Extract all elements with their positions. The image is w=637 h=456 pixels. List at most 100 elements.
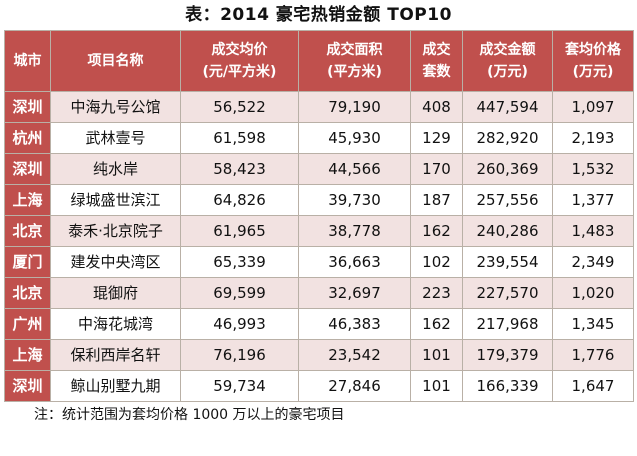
cell-area: 79,190 [298, 91, 411, 123]
cell-amount: 260,369 [462, 153, 553, 185]
header-city: 城市 [4, 30, 51, 92]
table-row: 杭州 武林壹号 61,598 45,930 129 282,920 2,193 [4, 122, 634, 154]
cell-area: 27,846 [298, 370, 411, 402]
cell-project-name: 琨御府 [50, 277, 181, 309]
table-row: 厦门 建发中央湾区 65,339 36,663 102 239,554 2,349 [4, 246, 634, 278]
cell-avg-price: 69,599 [180, 277, 299, 309]
cell-area: 23,542 [298, 339, 411, 371]
cell-area: 39,730 [298, 184, 411, 216]
cell-area: 32,697 [298, 277, 411, 309]
cell-project-name: 中海花城湾 [50, 308, 181, 340]
cell-units: 129 [410, 122, 463, 154]
cell-avg-price: 61,965 [180, 215, 299, 247]
cell-unit-price: 1,483 [552, 215, 634, 247]
cell-amount: 240,286 [462, 215, 553, 247]
cell-area: 45,930 [298, 122, 411, 154]
cell-units: 162 [410, 215, 463, 247]
cell-city: 深圳 [4, 153, 51, 185]
cell-project-name: 武林壹号 [50, 122, 181, 154]
cell-avg-price: 65,339 [180, 246, 299, 278]
cell-avg-price: 59,734 [180, 370, 299, 402]
cell-avg-price: 76,196 [180, 339, 299, 371]
cell-area: 36,663 [298, 246, 411, 278]
cell-amount: 166,339 [462, 370, 553, 402]
header-area-unit: (平方米) [327, 64, 382, 80]
table-row: 广州 中海花城湾 46,993 46,383 162 217,968 1,345 [4, 308, 634, 340]
cell-amount: 179,379 [462, 339, 553, 371]
header-unit-price: 套均价格 (万元) [552, 30, 634, 92]
cell-amount: 257,556 [462, 184, 553, 216]
header-area-label: 成交面积 [326, 42, 383, 58]
top10-luxury-sales-table: 城市 项目名称 成交均价 (元/平方米) 成交面积 (平方米) 成交套数 成交金额 (… [4, 30, 634, 402]
cell-amount: 227,570 [462, 277, 553, 309]
cell-avg-price: 61,598 [180, 122, 299, 154]
table-row: 上海 保利西岸名轩 76,196 23,542 101 179,379 1,776 [4, 339, 634, 371]
header-amount-unit: (万元) [487, 64, 528, 80]
header-units: 成交 套数 [410, 30, 463, 92]
header-city-label: 城市 [13, 53, 42, 69]
header-avg-price-unit: (元/平方米) [202, 64, 277, 80]
cell-avg-price: 56,522 [180, 91, 299, 123]
cell-project-name: 纯水岸 [50, 153, 181, 185]
cell-project-name: 泰禾·北京院子 [50, 215, 181, 247]
cell-units: 102 [410, 246, 463, 278]
cell-units: 170 [410, 153, 463, 185]
cell-avg-price: 46,993 [180, 308, 299, 340]
header-avg-price: 成交均价 (元/平方米) [180, 30, 299, 92]
cell-city: 北京 [4, 277, 51, 309]
cell-unit-price: 2,193 [552, 122, 634, 154]
cell-project-name: 中海九号公馆 [50, 91, 181, 123]
cell-units: 223 [410, 277, 463, 309]
cell-amount: 217,968 [462, 308, 553, 340]
cell-units: 187 [410, 184, 463, 216]
table-row: 深圳 纯水岸 58,423 44,566 170 260,369 1,532 [4, 153, 634, 185]
header-avg-price-label: 成交均价 [211, 42, 268, 58]
cell-unit-price: 1,345 [552, 308, 634, 340]
cell-city: 上海 [4, 339, 51, 371]
cell-city: 北京 [4, 215, 51, 247]
cell-city: 广州 [4, 308, 51, 340]
cell-area: 38,778 [298, 215, 411, 247]
cell-unit-price: 1,097 [552, 91, 634, 123]
cell-area: 44,566 [298, 153, 411, 185]
header-units-label: 成交 [422, 42, 451, 58]
cell-unit-price: 1,647 [552, 370, 634, 402]
header-amount: 成交金额 (万元) [462, 30, 553, 92]
cell-avg-price: 64,826 [180, 184, 299, 216]
cell-units: 101 [410, 339, 463, 371]
cell-units: 408 [410, 91, 463, 123]
header-unit-price-unit: (万元) [572, 64, 614, 80]
cell-city: 杭州 [4, 122, 51, 154]
table-row: 北京 琨御府 69,599 32,697 223 227,570 1,020 [4, 277, 634, 309]
cell-city: 深圳 [4, 91, 51, 123]
cell-city: 上海 [4, 184, 51, 216]
header-area: 成交面积 (平方米) [298, 30, 411, 92]
cell-city: 厦门 [4, 246, 51, 278]
cell-city: 深圳 [4, 370, 51, 402]
header-project-name-label: 项目名称 [87, 53, 144, 69]
header-project-name: 项目名称 [50, 30, 181, 92]
footnote: 注：统计范围为套均价格 1000 万以上的豪宅项目 [34, 407, 345, 423]
table-header-row: 城市 项目名称 成交均价 (元/平方米) 成交面积 (平方米) 成交套数 成交金额 (… [4, 30, 634, 92]
cell-units: 101 [410, 370, 463, 402]
cell-project-name: 鲸山别墅九期 [50, 370, 181, 402]
cell-unit-price: 1,532 [552, 153, 634, 185]
cell-units: 162 [410, 308, 463, 340]
cell-avg-price: 58,423 [180, 153, 299, 185]
table-row: 北京 泰禾·北京院子 61,965 38,778 162 240,286 1,483 [4, 215, 634, 247]
cell-project-name: 建发中央湾区 [50, 246, 181, 278]
cell-amount: 282,920 [462, 122, 553, 154]
header-amount-label: 成交金额 [479, 42, 536, 58]
header-unit-price-label: 套均价格 [565, 42, 621, 58]
cell-area: 46,383 [298, 308, 411, 340]
header-units-label-2: 套数 [422, 64, 451, 80]
table-row: 深圳 鲸山别墅九期 59,734 27,846 101 166,339 1,647 [4, 370, 634, 402]
table-title: 表：2014 豪宅热销金额 TOP10 [185, 5, 452, 25]
cell-amount: 447,594 [462, 91, 553, 123]
cell-unit-price: 1,020 [552, 277, 634, 309]
cell-project-name: 绿城盛世滨江 [50, 184, 181, 216]
table-row: 深圳 中海九号公馆 56,522 79,190 408 447,594 1,097 [4, 91, 634, 123]
cell-unit-price: 2,349 [552, 246, 634, 278]
table-row: 上海 绿城盛世滨江 64,826 39,730 187 257,556 1,377 [4, 184, 634, 216]
cell-project-name: 保利西岸名轩 [50, 339, 181, 371]
